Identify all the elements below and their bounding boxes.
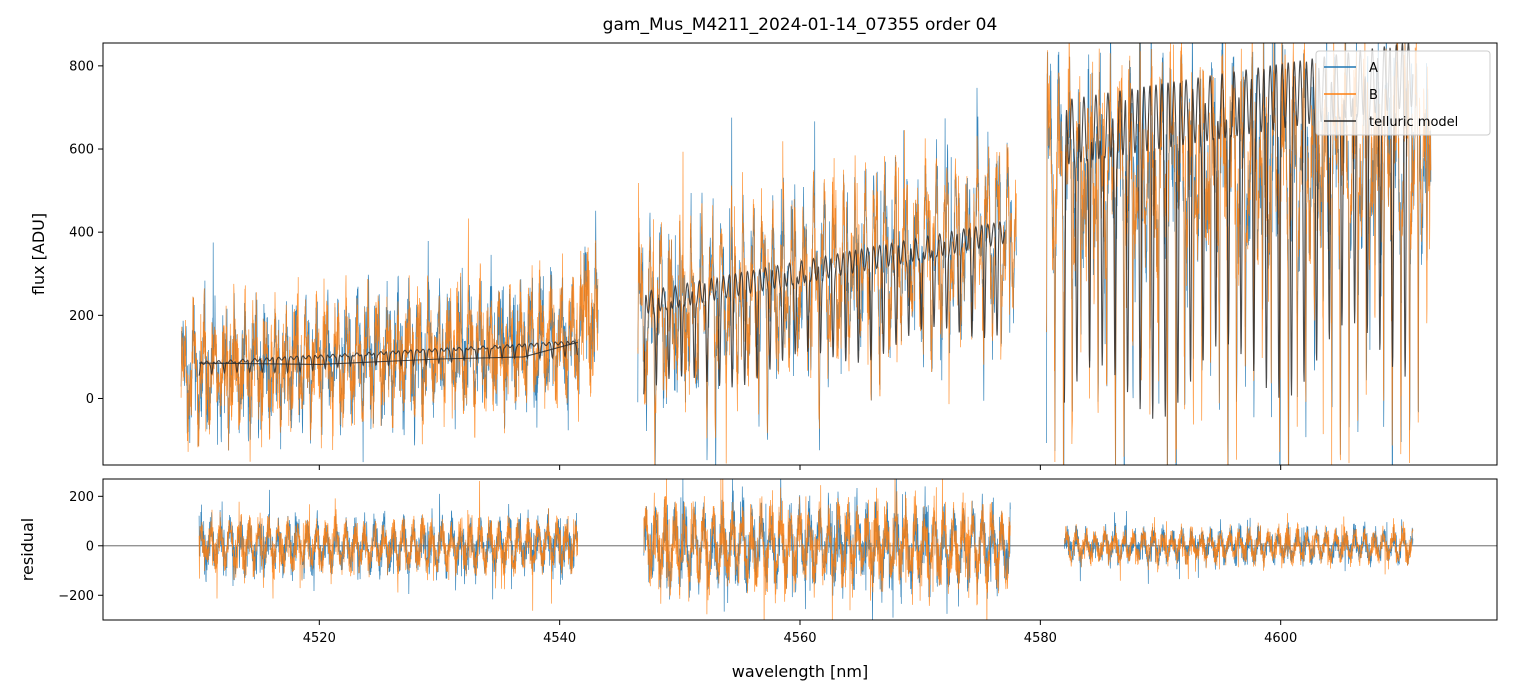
residual-trace-group: [103, 479, 1497, 620]
flux-traces: [180, 43, 1432, 465]
flux-y-tick-label: 600: [69, 143, 94, 158]
residual-y-axis-label: residual: [18, 518, 37, 581]
series-B-residual-line: [198, 479, 1414, 620]
legend-label-2: B: [1369, 88, 1378, 103]
x-axis-label: wavelength [nm]: [732, 662, 869, 681]
chart-title: gam_Mus_M4211_2024-01-14_07355 order 04: [603, 15, 998, 35]
telluric-model-line: [1063, 43, 1414, 419]
telluric-model-line: [198, 340, 579, 376]
legend-box: [1315, 50, 1491, 136]
x-tick-label: 4540: [543, 631, 576, 646]
telluric-model-line: [643, 220, 1005, 395]
legend-label-3: telluric model: [1369, 115, 1458, 130]
flux-y-tick-label: 800: [69, 59, 94, 74]
x-tick-label: 4580: [1024, 631, 1057, 646]
flux-y-tick-label: 0: [86, 392, 94, 407]
residual-ticks: −200 0 200 4520 4540 4560 4580 4600: [58, 490, 1297, 646]
x-tick-label: 4520: [303, 631, 336, 646]
legend-label-1: A: [1369, 61, 1378, 76]
flux-trace-group: [180, 43, 1432, 465]
residual-y-tick-label: −200: [58, 589, 94, 604]
residual-panel: −200 0 200 4520 4540 4560 4580 4600 residual wa…: [18, 478, 1498, 681]
residual-y-tick-label: 200: [69, 490, 94, 505]
series-B-flux-line: [180, 43, 1432, 465]
residual-traces: [103, 479, 1497, 620]
x-tick-label: 4560: [783, 631, 816, 646]
flux-y-tick-label: 200: [69, 309, 94, 324]
flux-ticks: 0 200 400 600 800: [69, 59, 1282, 470]
flux-y-axis-label: flux [ADU]: [29, 213, 48, 295]
x-tick-label: 4600: [1264, 631, 1297, 646]
flux-y-tick-label: 400: [69, 226, 94, 241]
telluric-model-trend-line: [199, 341, 578, 365]
residual-y-tick-label: 0: [86, 539, 94, 554]
